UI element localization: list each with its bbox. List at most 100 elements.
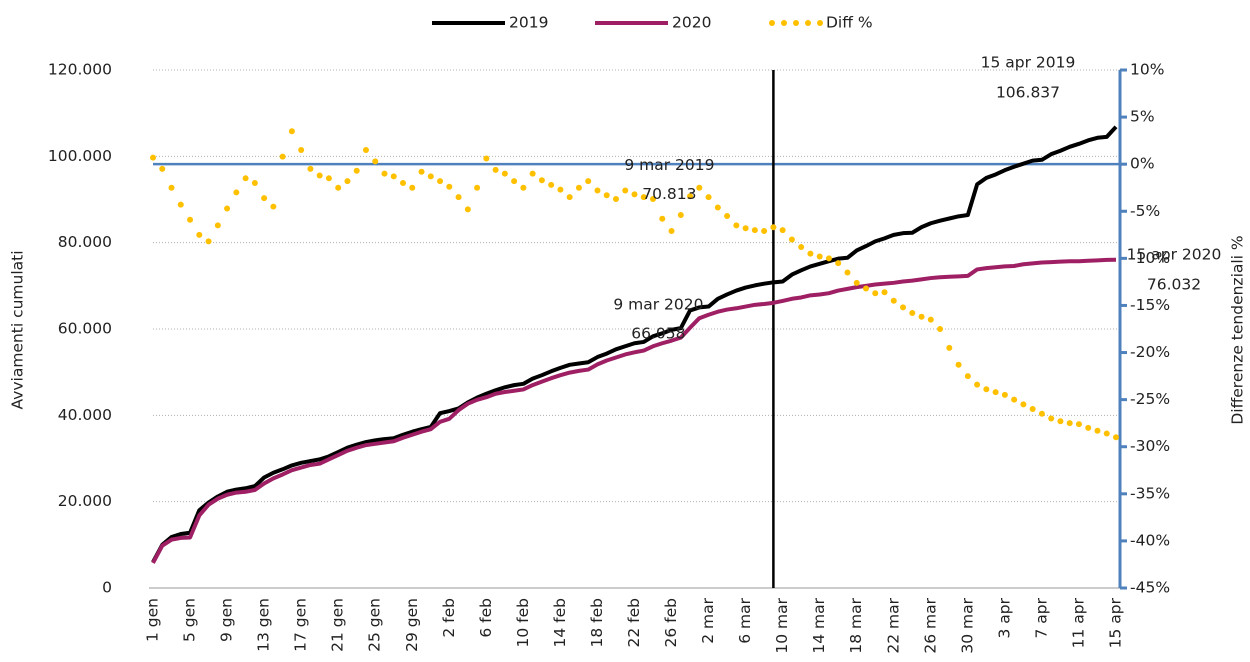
annotation-text: 15 apr 2019 bbox=[981, 53, 1076, 71]
y2-tick-label: -35% bbox=[1130, 484, 1170, 502]
legend-label: Diff % bbox=[826, 14, 873, 32]
diff-dot bbox=[890, 297, 897, 304]
diff-dot bbox=[205, 238, 212, 245]
diff-dot bbox=[1011, 396, 1018, 403]
diff-dot bbox=[612, 196, 619, 203]
x-tick-label: 26 mar bbox=[921, 597, 939, 653]
diff-dot bbox=[566, 194, 573, 201]
diff-dot bbox=[724, 212, 731, 219]
series-line bbox=[151, 125, 1118, 564]
diff-dot bbox=[390, 173, 397, 180]
legend-swatch bbox=[781, 20, 787, 26]
diff-dot bbox=[501, 170, 508, 177]
diff-dot bbox=[714, 204, 721, 211]
series-line bbox=[151, 257, 1117, 564]
diff-dot bbox=[1038, 410, 1045, 417]
y2-tick-label: -40% bbox=[1130, 531, 1170, 549]
diff-dot bbox=[372, 158, 379, 165]
diff-dot bbox=[668, 228, 675, 235]
y2-tick-label: -30% bbox=[1130, 437, 1170, 455]
diff-dot bbox=[687, 193, 694, 200]
x-tick-label: 30 mar bbox=[958, 597, 976, 653]
diff-dot bbox=[1048, 415, 1055, 422]
x-tick-label: 1 gen bbox=[144, 598, 162, 642]
diff-dot bbox=[455, 194, 462, 201]
diff-dot bbox=[844, 269, 851, 276]
y-tick-label: 60.000 bbox=[58, 320, 112, 338]
diff-dot bbox=[548, 181, 555, 188]
diff-dot bbox=[779, 227, 786, 234]
diff-dot bbox=[585, 178, 592, 185]
diff-dot bbox=[909, 309, 916, 316]
diff-dot bbox=[279, 153, 286, 160]
diff-dot bbox=[974, 381, 981, 388]
x-tick-label: 2 mar bbox=[699, 597, 717, 643]
diff-dot bbox=[1094, 427, 1101, 434]
diff-dot bbox=[872, 290, 879, 297]
diff-dot bbox=[1001, 391, 1008, 398]
diff-dot bbox=[1103, 430, 1110, 437]
x-tick-label: 7 apr bbox=[1032, 597, 1050, 638]
diff-dot bbox=[520, 184, 527, 191]
diff-dot bbox=[798, 244, 805, 251]
diff-dot bbox=[937, 326, 944, 332]
diff-dot bbox=[242, 175, 249, 182]
x-tick-label: 2 feb bbox=[440, 598, 458, 638]
diff-dot bbox=[1066, 420, 1073, 427]
diff-dot bbox=[418, 168, 425, 175]
legend-swatch bbox=[817, 20, 823, 26]
diff-dot bbox=[483, 155, 490, 162]
x-tick-label: 29 gen bbox=[403, 598, 421, 652]
diff-dot bbox=[992, 389, 999, 396]
diff-dot bbox=[316, 172, 323, 179]
legend-label: 2020 bbox=[672, 14, 711, 32]
x-tick-label: 3 apr bbox=[995, 597, 1013, 638]
y2-tick-label: -45% bbox=[1130, 579, 1170, 597]
diff-dot bbox=[927, 316, 934, 323]
diff-dot bbox=[835, 260, 842, 267]
diff-dot bbox=[751, 227, 758, 234]
diff-dot bbox=[325, 175, 332, 182]
annotation-value: 66.058 bbox=[631, 324, 685, 342]
x-tick-label: 6 mar bbox=[736, 597, 754, 643]
legend-swatch bbox=[793, 20, 799, 26]
diff-dot bbox=[251, 180, 258, 187]
diff-dot bbox=[307, 165, 314, 172]
diff-dot bbox=[427, 173, 434, 180]
legend-swatch bbox=[805, 20, 811, 26]
x-tick-label: 22 feb bbox=[625, 598, 643, 647]
x-tick-label: 25 gen bbox=[366, 598, 384, 652]
y2-tick-label: 0% bbox=[1130, 155, 1155, 173]
diff-dot bbox=[224, 205, 231, 212]
x-tick-label: 14 mar bbox=[810, 597, 828, 653]
diff-dot bbox=[742, 225, 749, 232]
diff-dot bbox=[900, 304, 907, 311]
diff-dot bbox=[659, 215, 666, 222]
x-tick-label: 18 feb bbox=[588, 598, 606, 647]
x-tick-label: 26 feb bbox=[662, 598, 680, 647]
diff-dot bbox=[862, 285, 869, 292]
diff-dot bbox=[288, 128, 295, 135]
diff-dot bbox=[344, 178, 351, 185]
legend-swatch bbox=[769, 20, 775, 26]
y-tick-label: 120.000 bbox=[48, 61, 112, 79]
diff-dot bbox=[788, 236, 795, 243]
diff-dot bbox=[492, 166, 499, 173]
y2-axis-title: Differenze tendenziali % bbox=[1229, 235, 1247, 424]
diff-dot bbox=[964, 373, 971, 380]
diff-dot bbox=[807, 250, 814, 257]
x-tick-label: 11 apr bbox=[1069, 597, 1087, 648]
x-tick-label: 22 mar bbox=[884, 597, 902, 653]
diff-dot bbox=[733, 222, 740, 229]
diff-dot bbox=[816, 253, 823, 260]
y2-tick-label: -5% bbox=[1130, 202, 1160, 220]
x-tick-label: 6 feb bbox=[477, 598, 495, 638]
x-tick-label: 15 apr bbox=[1107, 597, 1125, 648]
diff-dot bbox=[474, 184, 481, 191]
x-tick-label: 18 mar bbox=[847, 597, 865, 653]
diff-dot bbox=[881, 289, 888, 296]
annotation-text: 9 mar 2019 bbox=[624, 156, 714, 174]
y-tick-label: 0 bbox=[102, 579, 112, 597]
x-tick-label: 14 feb bbox=[551, 598, 569, 647]
legend-label: 2019 bbox=[509, 14, 548, 32]
